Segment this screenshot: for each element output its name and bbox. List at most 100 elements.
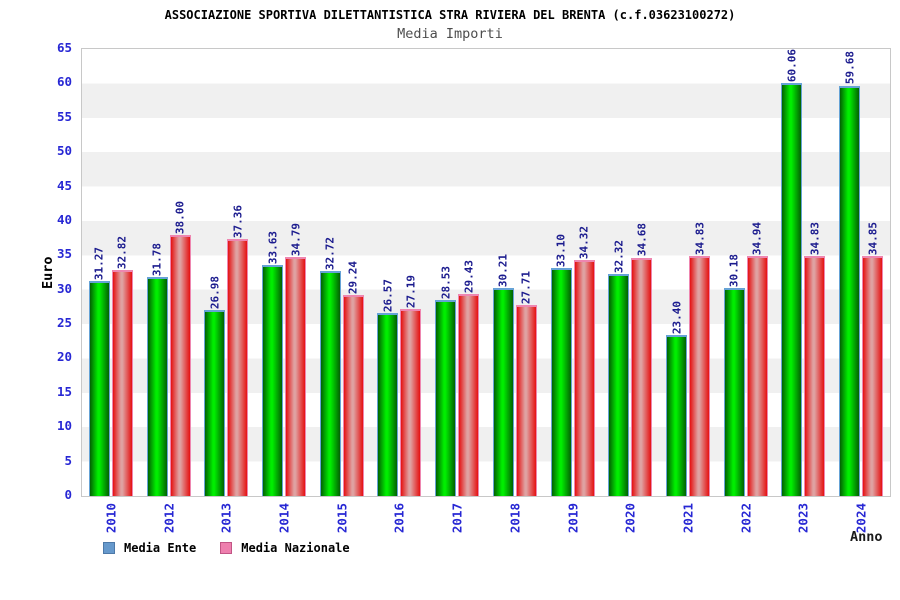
chart-subtitle: Media Importi <box>397 26 503 42</box>
x-tick-label-2019: 2019 <box>565 503 581 534</box>
bar-media-nazionale-2019: 34.32 <box>573 226 595 496</box>
bar-value-label: 34.83 <box>808 222 822 256</box>
y-tick-label-0: 0 <box>64 487 72 502</box>
bar-media-nazionale-2024: 34.85 <box>862 222 884 496</box>
y-axis-ticks: 0 5 10 15 20 25 30 35 40 45 50 55 60 65 <box>0 40 76 502</box>
x-tick-label-2020: 2020 <box>622 503 638 534</box>
bar-media-ente-2014: 33.63 <box>262 231 284 496</box>
x-tick-label-2017: 2017 <box>449 503 465 534</box>
bar-media-nazionale-2023: 34.83 <box>804 222 826 496</box>
bar-value-label: 37.36 <box>231 204 245 239</box>
bar-group-2018: 30.21 27.71 2018 <box>486 49 544 533</box>
bar-value-label: 29.24 <box>346 260 360 294</box>
x-axis-title: Anno <box>850 529 883 545</box>
bar-value-label: 33.10 <box>554 234 568 268</box>
y-tick-label-15: 15 <box>56 383 72 399</box>
bar-media-nazionale-2015: 29.24 <box>342 261 364 496</box>
bar-group-2013: 26.98 37.36 2013 <box>197 49 255 533</box>
bar-group-2020: 32.32 34.68 2020 <box>601 49 659 533</box>
bar-value-label: 26.57 <box>381 279 395 313</box>
chart-title: ASSOCIAZIONE SPORTIVA DILETTANTISTICA ST… <box>164 8 736 22</box>
bar-media-ente-2018: 30.21 <box>492 254 514 496</box>
bar-media-ente-2013: 26.98 <box>204 276 226 496</box>
bar-group-2017: 28.53 29.43 2017 <box>428 49 486 533</box>
x-tick-label-2010: 2010 <box>103 503 119 534</box>
y-tick-label-20: 20 <box>56 349 72 365</box>
bar-media-nazionale-2010: 32.82 <box>111 236 133 496</box>
bar-value-label: 27.19 <box>404 274 418 309</box>
y-tick-label-40: 40 <box>56 211 72 227</box>
bar-value-label: 59.68 <box>843 51 857 85</box>
bar-value-label: 34.79 <box>289 222 303 256</box>
bar-group-2010: 31.27 32.82 2010 <box>82 49 140 533</box>
bar-media-nazionale-2022: 34.94 <box>746 222 768 496</box>
bar-media-nazionale-2020: 34.68 <box>631 223 653 496</box>
x-tick-label-2015: 2015 <box>334 503 350 534</box>
bar-value-label: 34.85 <box>866 222 880 256</box>
bar-media-nazionale-2018: 27.71 <box>515 271 537 496</box>
y-tick-label-55: 55 <box>56 108 72 124</box>
bar-group-2016: 26.57 27.19 2016 <box>371 49 429 533</box>
x-tick-label-2014: 2014 <box>276 503 292 534</box>
bar-group-2022: 30.18 34.94 2022 <box>717 49 775 533</box>
bar-media-ente-2023: 60.06 <box>781 49 803 496</box>
bar-media-ente-2016: 26.57 <box>377 279 399 496</box>
bar-value-label: 34.68 <box>635 223 649 257</box>
x-tick-label-2013: 2013 <box>218 503 234 534</box>
y-tick-label-10: 10 <box>56 418 72 434</box>
bar-media-ente-2017: 28.53 <box>435 266 457 496</box>
bar-media-ente-2019: 33.10 <box>550 234 572 496</box>
bar-value-label: 33.63 <box>266 230 280 264</box>
x-tick-label-2023: 2023 <box>795 503 811 534</box>
bar-value-label: 29.43 <box>462 259 476 293</box>
bar-value-label: 32.82 <box>115 236 129 270</box>
bar-group-2014: 33.63 34.79 2014 <box>255 49 313 533</box>
x-tick-label-2022: 2022 <box>738 503 754 534</box>
legend-label-media-ente: Media Ente <box>124 541 197 555</box>
bar-media-ente-2020: 32.32 <box>608 240 630 496</box>
y-tick-label-45: 45 <box>56 177 72 193</box>
bar-value-label: 31.78 <box>150 243 164 277</box>
bar-group-2015: 32.72 29.24 2015 <box>313 49 371 533</box>
legend: Media Ente Media Nazionale <box>103 541 374 555</box>
bar-media-ente-2012: 31.78 <box>146 243 168 496</box>
y-tick-label-5: 5 <box>64 452 72 468</box>
legend-label-media-nazionale: Media Nazionale <box>241 541 350 555</box>
legend-item-media-ente: Media Ente <box>103 541 196 555</box>
bar-value-label: 28.53 <box>439 265 453 299</box>
y-tick-label-35: 35 <box>56 246 72 262</box>
bar-media-nazionale-2016: 27.19 <box>400 275 422 496</box>
bar-media-nazionale-2017: 29.43 <box>458 260 480 496</box>
bar-group-2019: 33.10 34.32 2019 <box>544 49 602 533</box>
bar-value-label: 60.06 <box>785 48 799 82</box>
y-tick-label-60: 60 <box>56 74 72 90</box>
bar-value-label: 31.27 <box>92 246 106 280</box>
bar-media-ente-2015: 32.72 <box>319 237 341 496</box>
bar-value-label: 26.98 <box>208 276 222 310</box>
bar-value-label: 30.18 <box>727 254 741 288</box>
bar-value-label: 32.32 <box>612 239 626 273</box>
x-tick-label-2012: 2012 <box>161 503 177 534</box>
bar-media-ente-2024: 59.68 <box>839 51 861 496</box>
bar-media-nazionale-2014: 34.79 <box>285 223 307 496</box>
bar-value-label: 34.83 <box>693 222 707 256</box>
bar-value-label: 23.40 <box>670 300 684 335</box>
y-tick-label-30: 30 <box>56 280 72 296</box>
bar-media-nazionale-2012: 38.00 <box>169 201 191 496</box>
bar-media-nazionale-2013: 37.36 <box>227 205 249 496</box>
bar-value-label: 27.71 <box>519 271 533 305</box>
bar-media-ente-2022: 30.18 <box>723 254 745 496</box>
bar-group-2023: 60.06 34.83 2023 <box>775 49 833 533</box>
bar-group-2012: 31.78 38.00 2012 <box>140 49 198 533</box>
bar-media-ente-2021: 23.40 <box>666 301 688 496</box>
bar-value-label: 30.21 <box>496 254 510 288</box>
x-tick-label-2016: 2016 <box>391 503 407 534</box>
media-ente-swatch-icon <box>103 542 115 554</box>
plot-area: 31.27 32.82 2010 31.78 38.00 2012 26.98 37.36 20… <box>81 48 891 533</box>
bar-media-ente-2010: 31.27 <box>88 247 110 496</box>
x-tick-label-2018: 2018 <box>507 503 523 534</box>
bar-group-2021: 23.40 34.83 2021 <box>659 49 717 533</box>
bar-value-label: 34.94 <box>750 221 764 255</box>
bar-value-label: 38.00 <box>173 200 187 234</box>
